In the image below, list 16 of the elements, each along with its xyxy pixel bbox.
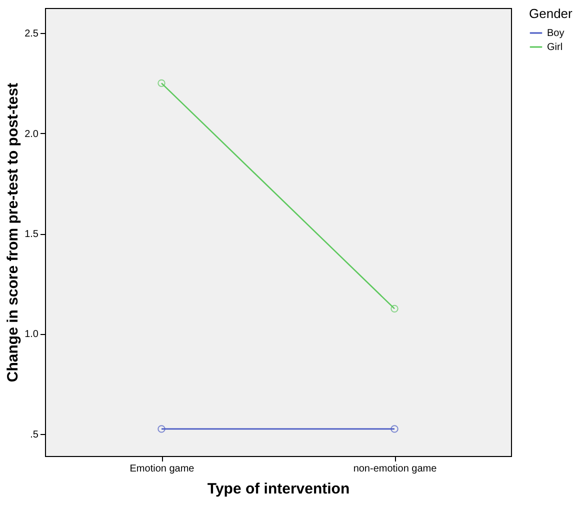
y-tick-label: .5 — [30, 429, 39, 440]
y-tick-label: 1.0 — [24, 329, 39, 340]
point — [390, 425, 398, 433]
legend-label: Girl — [547, 42, 563, 53]
point — [158, 425, 166, 433]
x-tick-label: Emotion game — [130, 464, 195, 474]
y-axis-title: Change in score from pre-test to post-test — [4, 82, 22, 382]
y-tick-label: 2.5 — [24, 28, 39, 40]
x-tick-label: non-emotion game — [353, 464, 438, 474]
x-axis-title: Type of intervention — [207, 480, 350, 498]
point — [158, 79, 166, 88]
y-tick-label: 1.5 — [24, 229, 39, 240]
legend-label: Boy — [547, 28, 564, 39]
legend-title: Gender — [529, 6, 574, 21]
point — [390, 304, 398, 313]
y-tick-label: 2.0 — [24, 128, 39, 140]
